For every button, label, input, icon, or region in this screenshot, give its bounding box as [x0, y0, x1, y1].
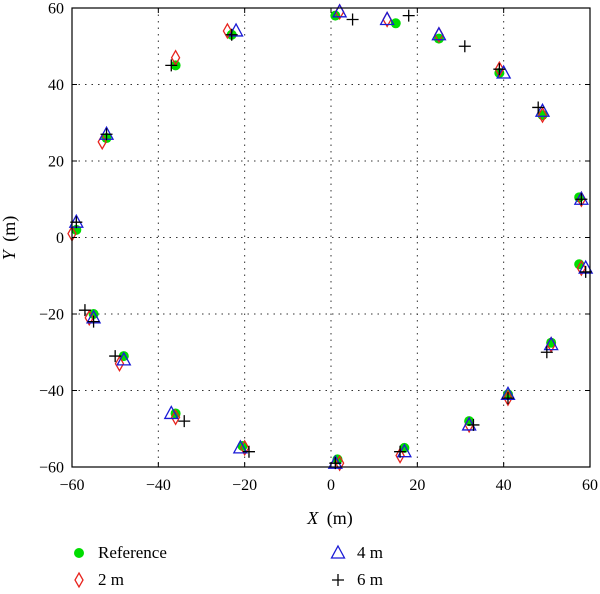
series-reference — [71, 10, 585, 465]
point-2m — [537, 106, 548, 124]
point-4m — [228, 22, 244, 37]
x-tick-label: −20 — [232, 477, 257, 494]
series-6m — [70, 9, 592, 470]
y-axis-label: Y (m) — [0, 216, 20, 261]
legend-label-2m: 2 m — [98, 570, 124, 589]
point-6m — [458, 40, 471, 53]
legend-item-4m: 4 m — [330, 543, 383, 562]
point-6m — [346, 13, 359, 26]
y-tick-label: 40 — [48, 77, 64, 94]
legend-item-reference: Reference — [74, 543, 167, 562]
legend-symbol-4m — [330, 544, 346, 559]
axis-ticks: −60 −40 −20 0 20 40 60 −60 −40 −20 0 20 40 60 — [39, 1, 598, 495]
point-2m — [395, 447, 405, 464]
x-axis-label: X (m) — [306, 508, 353, 529]
legend-label-6m: 6 m — [357, 570, 383, 589]
point-6m — [165, 59, 178, 72]
point-6m — [402, 9, 415, 22]
point-6m — [493, 63, 506, 76]
x-axis-variable: X — [306, 508, 319, 528]
point-2m — [170, 408, 181, 426]
legend-symbol-reference — [74, 548, 84, 558]
legend: Reference 2 m 4 m 6 m — [74, 543, 383, 589]
point-4m — [332, 3, 348, 18]
x-tick-label: −40 — [146, 477, 171, 494]
point-6m — [394, 445, 407, 458]
point-4m — [461, 416, 477, 431]
point-4m — [116, 351, 132, 366]
point-4m — [534, 102, 551, 117]
point-6m — [178, 415, 191, 428]
legend-item-2m: 2 m — [74, 570, 124, 589]
point-reference — [546, 337, 557, 348]
legend-label-reference: Reference — [98, 543, 167, 562]
y-tick-label: −20 — [39, 307, 64, 324]
x-tick-label: 60 — [582, 477, 598, 494]
point-2m — [494, 60, 505, 78]
x-axis-unit: (m) — [327, 508, 353, 529]
point-6m — [467, 418, 480, 431]
point-6m — [100, 128, 113, 141]
point-6m — [225, 28, 238, 41]
point-2m — [576, 259, 587, 277]
point-2m — [334, 454, 345, 472]
point-6m — [540, 346, 553, 359]
point-6m — [501, 392, 514, 405]
x-tick-label: −60 — [59, 477, 84, 494]
point-4m — [431, 26, 447, 41]
y-tick-label: 20 — [48, 154, 64, 171]
point-6m — [532, 101, 545, 114]
x-tick-label: 40 — [496, 477, 512, 494]
y-tick-label: 60 — [48, 1, 64, 18]
legend-symbol-6m — [332, 574, 344, 586]
point-4m — [163, 405, 179, 420]
point-6m — [109, 350, 122, 363]
x-tick-label: 0 — [327, 477, 335, 494]
point-6m — [87, 315, 100, 328]
point-2m — [222, 22, 233, 40]
plot-area — [67, 3, 594, 472]
legend-label-4m: 4 m — [357, 543, 383, 562]
y-tick-label: −40 — [39, 383, 64, 400]
point-4m — [232, 439, 248, 454]
x-tick-label: 20 — [409, 477, 425, 494]
point-4m — [496, 64, 512, 79]
point-reference — [330, 10, 341, 21]
point-6m — [78, 304, 91, 317]
point-reference — [390, 18, 401, 29]
point-2m — [503, 389, 513, 407]
legend-marker-6m — [332, 574, 344, 586]
point-2m — [239, 439, 250, 457]
legend-marker-reference — [74, 548, 84, 558]
legend-item-6m: 6 m — [332, 570, 383, 589]
point-6m — [242, 445, 255, 458]
point-6m — [575, 193, 588, 206]
point-2m — [114, 355, 125, 373]
point-4m — [379, 11, 395, 26]
y-axis-variable: Y — [0, 248, 19, 260]
legend-marker-4m — [330, 544, 346, 559]
y-tick-label: −60 — [39, 460, 64, 477]
y-tick-label: 0 — [56, 230, 64, 247]
y-axis-unit: (m) — [0, 216, 20, 242]
point-2m — [84, 309, 95, 327]
legend-symbol-2m — [74, 571, 84, 589]
point-4m — [396, 443, 412, 458]
legend-marker-2m — [74, 571, 84, 589]
point-4m — [543, 336, 559, 351]
